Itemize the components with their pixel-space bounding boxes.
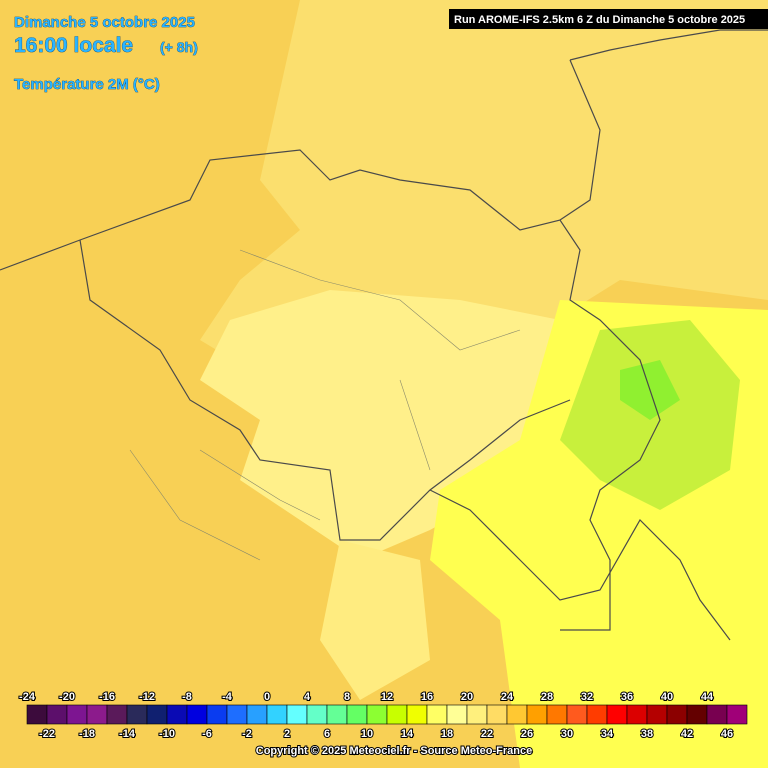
color-swatch [166,704,188,725]
label-bottom: -22 [39,728,55,740]
color-swatch [46,704,68,725]
label-top: -20 [59,691,75,703]
color-swatch [586,704,608,725]
color-swatch [726,704,748,725]
label-top: -24 [19,691,36,703]
color-swatch [266,704,288,725]
color-swatch [666,704,688,725]
color-swatch [226,704,248,725]
label-top: 40 [661,691,673,703]
label-bottom: 10 [361,728,373,740]
label-top: 24 [501,691,514,703]
label-bottom: 42 [681,728,693,740]
label-bottom: -2 [242,728,252,740]
legend: -24-22-20-18-16-14-12-10-8-6-4-202468101… [18,690,748,741]
label-top: 0 [264,691,270,703]
label-bottom: -18 [79,728,95,740]
label-top: 36 [621,691,633,703]
zone [320,540,430,700]
label-bottom: 34 [601,728,614,740]
label-top: 32 [581,691,593,703]
label-bottom: 46 [721,728,733,740]
color-swatch [346,704,368,725]
color-swatch [26,704,48,725]
label-top: -16 [99,691,115,703]
color-swatch [126,704,148,725]
color-swatch [366,704,388,725]
label-bottom: 30 [561,728,573,740]
color-swatch [626,704,648,725]
color-swatch [146,704,168,725]
color-swatch [306,704,328,725]
run-box [449,9,768,29]
label-bottom: 38 [641,728,653,740]
label-bottom: 18 [441,728,453,740]
label-top: -12 [139,691,155,703]
color-swatch [406,704,428,725]
color-swatch [286,704,308,725]
color-swatch [526,704,548,725]
label-bottom: 22 [481,728,493,740]
color-swatch [426,704,448,725]
label-top: 28 [541,691,553,703]
zone [200,290,600,560]
label-bottom: 2 [284,728,290,740]
label-top: 4 [304,691,311,703]
label-top: 44 [701,691,714,703]
label-top: 16 [421,691,433,703]
footer: Copyright © 2025 Meteociel.fr - Source M… [256,745,532,757]
color-swatch [566,704,588,725]
label-bottom: 6 [324,728,330,740]
border [79,239,571,541]
run-info: Run AROME-IFS 2.5km 6 Z du Dimanche 5 oc… [454,14,745,26]
label-top: -8 [182,691,192,703]
color-swatch [646,704,668,725]
label-top: 12 [381,691,393,703]
time: 16:00 locale [14,34,133,57]
color-swatch [446,704,468,725]
color-swatch [246,704,268,725]
label-bottom: 14 [401,728,414,740]
label-bottom: -14 [119,728,136,740]
label-top: -4 [222,691,233,703]
border [429,489,731,641]
color-swatch [466,704,488,725]
border [559,29,768,221]
label-bottom: -10 [159,728,175,740]
zone [200,0,768,370]
border [0,149,661,631]
label-top: 20 [461,691,473,703]
color-swatch [326,704,348,725]
color-swatch [186,704,208,725]
label-top: 8 [344,691,350,703]
label-bottom: -6 [202,728,212,740]
color-swatch [66,704,88,725]
color-swatch [106,704,128,725]
color-swatch [486,704,508,725]
variable: Température 2M (°C) [14,76,160,93]
color-swatch [86,704,108,725]
color-swatch [686,704,708,725]
label-bottom: 26 [521,728,533,740]
color-swatch [206,704,228,725]
color-swatch [506,704,528,725]
date: Dimanche 5 octobre 2025 [14,14,195,31]
color-swatch [546,704,568,725]
color-swatch [706,704,728,725]
color-swatch [606,704,628,725]
color-swatch [386,704,408,725]
offset: (+ 8h) [160,39,198,55]
region-line [129,249,521,561]
